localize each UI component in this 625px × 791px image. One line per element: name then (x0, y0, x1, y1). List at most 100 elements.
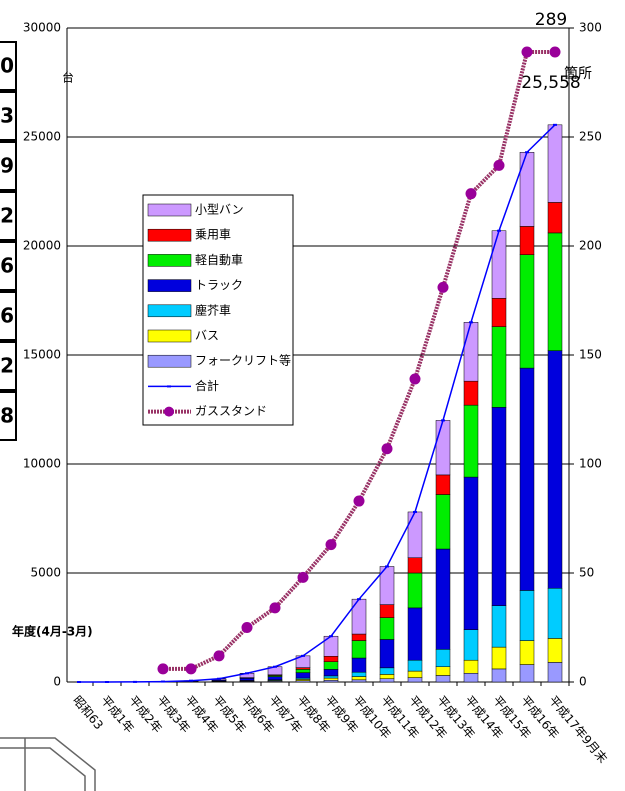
side-cell (0, 391, 17, 441)
bar-segment (463, 476, 479, 630)
legend-label: 合計 (195, 378, 219, 393)
bar-segment (519, 226, 535, 255)
bar-segment (323, 677, 339, 681)
total-marker (469, 321, 473, 324)
gas-line (163, 49, 555, 671)
bar-segment (435, 548, 451, 650)
bar-segment (295, 667, 311, 670)
bar-segment (267, 676, 283, 681)
legend-label: 小型バン (195, 203, 244, 217)
bar-segment (435, 666, 451, 676)
y-tick-label: 15000 (23, 348, 61, 362)
bar-segment (407, 511, 423, 558)
gas-marker (521, 46, 533, 58)
bar-segment (323, 661, 339, 670)
bar-segment (351, 657, 367, 673)
legend-swatch (147, 203, 192, 217)
bar-segment (351, 633, 367, 641)
bar-segment (379, 678, 395, 683)
y2-tick-label: 150 (579, 348, 602, 362)
bar-segment (351, 598, 367, 635)
bar-segment (379, 639, 395, 669)
gas-marker (381, 443, 393, 455)
side-cell-text: 6 (0, 254, 14, 278)
legend-swatch (147, 279, 192, 292)
bar-segment (491, 230, 507, 299)
y2-tick-label: 0 (579, 675, 587, 689)
bar-segment (547, 124, 563, 203)
bar-segment (491, 326, 507, 408)
y2-tick-label: 50 (579, 566, 594, 580)
side-cell (0, 141, 17, 191)
side-cell (0, 41, 17, 91)
side-cell-text: 9 (0, 154, 14, 178)
bar-segment (435, 675, 451, 683)
gas-marker (465, 188, 477, 200)
bar-segment (295, 669, 311, 673)
bar-segment (463, 659, 479, 674)
y2-tick-label: 200 (579, 239, 602, 253)
bar-segment (379, 617, 395, 640)
bar-segment (407, 670, 423, 678)
bar-segment (463, 629, 479, 661)
gas-marker (437, 281, 449, 293)
total-marker (329, 635, 333, 638)
bar-segment (491, 605, 507, 648)
bar-segment (463, 322, 479, 382)
total-marker (413, 510, 417, 513)
legend-label: 乗用車 (195, 228, 231, 242)
total-marker (441, 419, 445, 422)
y-tick-label: 10000 (23, 457, 61, 471)
bar-segment (379, 674, 395, 679)
bar-segment (351, 679, 367, 683)
bar-segment (519, 152, 535, 227)
gas-marker (409, 373, 421, 385)
bar-segment (547, 662, 563, 683)
side-cell-text: 2 (0, 204, 14, 228)
legend-label: ガススタンド (195, 404, 267, 418)
y2-tick-label: 250 (579, 130, 602, 144)
bar-segment (519, 664, 535, 683)
total-marker (245, 672, 249, 675)
bar-segment (491, 646, 507, 670)
total-line (79, 124, 556, 683)
y-tick-label: 25000 (23, 130, 61, 144)
gas-marker (353, 495, 365, 507)
bar-segment (547, 232, 563, 351)
bar-segment (435, 649, 451, 667)
legend-swatch (147, 228, 192, 242)
legend-swatch (147, 354, 192, 368)
legend-label: 軽自動車 (195, 253, 243, 267)
bar-segment (491, 668, 507, 683)
y2-tick-label: 300 (579, 21, 602, 35)
bar-segment (547, 202, 563, 234)
total-marker (161, 680, 165, 683)
bar-segment (519, 640, 535, 665)
total-marker (133, 680, 137, 683)
gas-marker (297, 571, 309, 583)
legend-label: バス (195, 329, 219, 343)
total-marker (385, 565, 389, 568)
bar-segment (407, 677, 423, 683)
gas-marker (241, 622, 253, 633)
gas-marker (185, 663, 197, 675)
total-marker (497, 229, 501, 232)
bar-segment (323, 675, 339, 679)
side-cell (0, 291, 17, 341)
bar-segment (379, 667, 395, 675)
legend-label: トラック (195, 278, 243, 292)
bar-segment (239, 678, 255, 681)
data-label: 289 (535, 10, 567, 30)
bar-segment (351, 676, 367, 681)
bar-segment (407, 557, 423, 574)
bar-segment (407, 572, 423, 609)
gas-marker (325, 539, 337, 551)
gas-marker (269, 602, 281, 614)
legend-swatch (147, 304, 192, 318)
y-axis-label: 台 (62, 70, 74, 85)
total-marker (217, 677, 221, 680)
x-note: 年度(4月-3月) (12, 624, 93, 639)
bar-segment (519, 590, 535, 641)
side-cell (0, 341, 17, 391)
bar-segment (435, 494, 451, 550)
